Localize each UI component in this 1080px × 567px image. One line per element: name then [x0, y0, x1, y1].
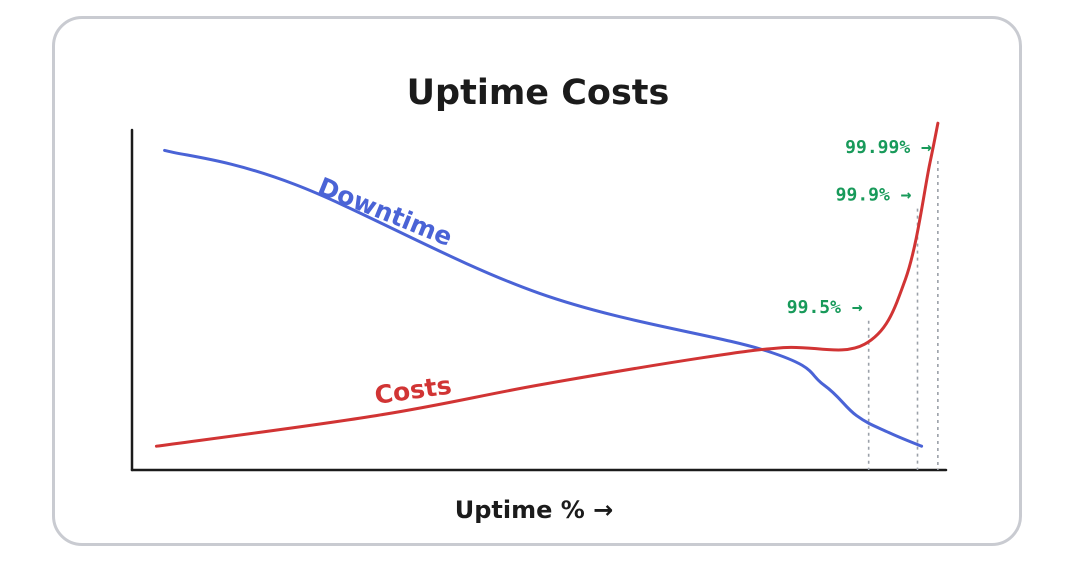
uptime-marker-label: 99.5% →: [787, 297, 863, 318]
chart-card: [52, 16, 1022, 546]
x-axis-label: Uptime % →: [455, 496, 614, 524]
uptime-marker-label: 99.9% →: [836, 185, 912, 206]
uptime-marker-label: 99.99% →: [845, 137, 932, 158]
downtime-series-label: Downtime: [314, 172, 457, 252]
costs-series-line: [154, 121, 940, 448]
downtime-series-line: [163, 148, 924, 448]
axes: [130, 128, 948, 472]
chart-title: Uptime Costs: [407, 73, 670, 113]
series: [154, 121, 940, 448]
uptime-markers: 99.5% → 99.9% → 99.99% →: [787, 137, 939, 470]
